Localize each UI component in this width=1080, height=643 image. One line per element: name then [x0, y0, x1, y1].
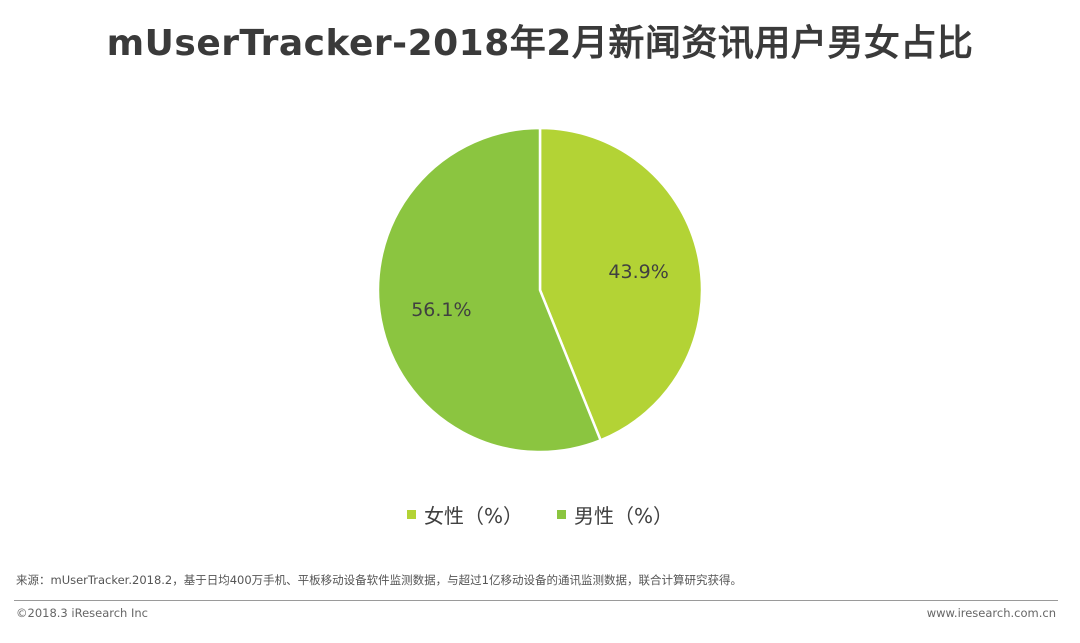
pie-slice-male	[376, 126, 603, 454]
footer-divider	[14, 600, 1058, 601]
legend-label-female: 女性（%）	[423, 504, 523, 528]
website-link[interactable]: www.iresearch.com.cn	[926, 606, 1056, 620]
copyright-text: ©2018.3 iResearch Inc	[16, 606, 148, 620]
source-note: 来源：mUserTracker.2018.2，基于日均400万手机、平板移动设备…	[16, 573, 742, 587]
data-label-male: 56.1%	[411, 299, 471, 321]
pie-slice-female	[538, 126, 704, 442]
pie-chart: 43.9% 56.1%	[376, 126, 704, 454]
chart-title: mUserTracker-2018年2月新闻资讯用户男女占比	[106, 23, 974, 64]
legend-swatch-male	[557, 510, 566, 519]
chart-area: 43.9% 56.1%	[376, 126, 704, 454]
legend-label-male: 男性（%）	[574, 504, 674, 528]
legend-item-female: 女性（%）	[406, 500, 523, 529]
data-label-female: 43.9%	[608, 261, 668, 283]
legend-item-male: 男性（%）	[557, 500, 673, 529]
legend-swatch-female	[406, 510, 416, 519]
legend: 女性（%） 男性（%）	[0, 500, 1080, 529]
